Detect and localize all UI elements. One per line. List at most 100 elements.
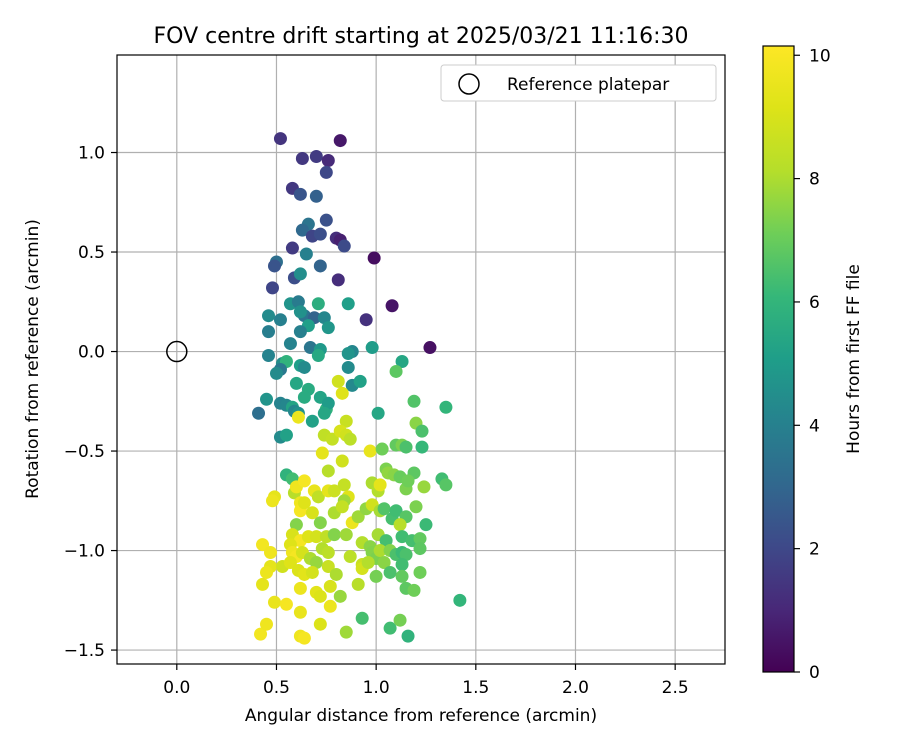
grid-lines xyxy=(117,55,725,664)
data-point xyxy=(323,579,337,593)
colorbar-tick-label: 6 xyxy=(809,293,820,313)
data-point xyxy=(289,518,303,532)
data-point xyxy=(363,444,377,458)
data-point xyxy=(295,151,309,165)
data-point xyxy=(262,309,276,323)
data-point xyxy=(325,432,339,446)
data-point xyxy=(321,396,335,410)
data-point xyxy=(335,386,349,400)
data-point xyxy=(359,313,373,327)
y-axis-label: Rotation from reference (arcmin) xyxy=(23,219,43,499)
data-point xyxy=(355,611,369,625)
data-point xyxy=(273,132,287,146)
data-point xyxy=(407,583,421,597)
data-point xyxy=(339,414,353,428)
data-point xyxy=(279,428,293,442)
data-point xyxy=(297,390,311,404)
data-point xyxy=(273,313,287,327)
data-point xyxy=(260,392,274,406)
data-point xyxy=(389,504,403,518)
data-point xyxy=(265,494,279,508)
data-point xyxy=(339,625,353,639)
data-point xyxy=(262,349,276,363)
colorbar-tick-label: 4 xyxy=(809,416,820,436)
data-point xyxy=(333,589,347,603)
data-point xyxy=(351,577,365,591)
data-point xyxy=(383,621,397,635)
data-point xyxy=(297,631,311,645)
data-point xyxy=(351,510,365,524)
data-point xyxy=(321,464,335,478)
data-point xyxy=(313,589,327,603)
data-point xyxy=(323,599,337,613)
data-point xyxy=(331,374,345,388)
data-point xyxy=(295,223,309,237)
data-point xyxy=(256,538,270,552)
data-point xyxy=(321,321,335,335)
data-point xyxy=(341,360,355,374)
data-point xyxy=(341,297,355,311)
data-point xyxy=(399,440,413,454)
data-point xyxy=(267,595,281,609)
legend-box xyxy=(440,64,717,102)
colorbar-ticks: 0 2 4 6 8 10 xyxy=(794,46,831,683)
data-point xyxy=(311,490,325,504)
data-point xyxy=(297,360,311,374)
data-point xyxy=(311,297,325,311)
data-point xyxy=(335,500,349,514)
data-point xyxy=(329,567,343,581)
data-point xyxy=(305,414,319,428)
data-point xyxy=(299,247,313,261)
y-tick-label: −1.5 xyxy=(64,641,105,661)
data-point xyxy=(331,273,345,287)
data-point xyxy=(305,565,319,579)
data-point xyxy=(254,627,268,641)
data-point xyxy=(309,530,323,544)
colorbar-label: Hours from first FF file xyxy=(844,264,864,454)
data-point xyxy=(313,227,327,241)
x-tick-label: 2.0 xyxy=(562,678,589,698)
data-point xyxy=(293,325,307,339)
data-point xyxy=(260,565,274,579)
data-point xyxy=(369,569,383,583)
data-point xyxy=(373,478,387,492)
data-point xyxy=(375,442,389,456)
colorbar-tick-label: 8 xyxy=(809,170,820,190)
y-axis-ticks: 1.0 0.5 0.0 −0.5 −1.0 −1.5 xyxy=(64,144,117,661)
data-point xyxy=(285,241,299,255)
colorbar-tick-label: 2 xyxy=(809,540,820,560)
data-point xyxy=(353,374,367,388)
data-point xyxy=(317,311,331,325)
data-point xyxy=(389,364,403,378)
data-point xyxy=(319,213,333,227)
data-point xyxy=(367,251,381,265)
data-point xyxy=(309,556,323,569)
data-point xyxy=(339,528,353,542)
data-point xyxy=(395,557,409,571)
legend: Reference platepar xyxy=(440,64,717,102)
data-point xyxy=(313,617,327,631)
data-point xyxy=(291,410,305,424)
data-point xyxy=(317,406,331,420)
y-tick-label: 1.0 xyxy=(78,144,105,164)
x-tick-label: 0.0 xyxy=(163,678,190,698)
colorbar xyxy=(762,45,795,673)
data-point xyxy=(395,530,409,544)
data-point xyxy=(252,406,266,420)
reference-platepar-marker xyxy=(166,340,188,363)
data-point xyxy=(419,518,433,532)
data-point xyxy=(313,516,327,530)
data-point xyxy=(311,349,325,363)
data-point xyxy=(395,354,409,368)
scatter-points xyxy=(252,132,467,645)
data-point xyxy=(293,187,307,201)
x-axis-label: Angular distance from reference (arcmin) xyxy=(245,706,597,726)
data-point xyxy=(335,454,349,468)
data-point xyxy=(399,548,413,562)
data-point xyxy=(395,569,409,583)
legend-label: Reference platepar xyxy=(507,75,669,95)
data-point xyxy=(321,559,335,573)
data-point xyxy=(279,597,293,611)
x-tick-label: 2.5 xyxy=(662,678,689,698)
